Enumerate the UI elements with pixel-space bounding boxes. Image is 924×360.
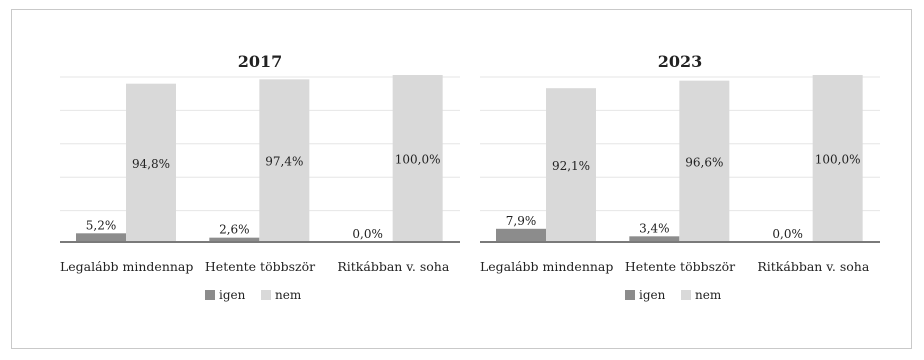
x-tick-label-hetente-t-bbsz-r: Hetente többször bbox=[205, 259, 315, 274]
chart-title: 2017 bbox=[238, 52, 283, 71]
x-tick-label-hetente-t-bbsz-r: Hetente többször bbox=[625, 259, 735, 274]
bar-igen-hetente-t-bbsz-r bbox=[629, 236, 680, 242]
data-label-igen-hetente-t-bbsz-r: 2,6% bbox=[219, 223, 250, 237]
bar-nem-legal-bb-mindennap bbox=[126, 83, 176, 243]
data-label-igen-hetente-t-bbsz-r: 3,4% bbox=[639, 221, 670, 235]
legend-label-igen: igen bbox=[219, 288, 246, 302]
legend-label-nem: nem bbox=[695, 288, 722, 302]
bar-nem-legal-bb-mindennap bbox=[546, 88, 596, 243]
data-label-nem-hetente-t-bbsz-r: 96,6% bbox=[685, 155, 723, 169]
data-label-igen-ritk-bban-v-soha: 0,0% bbox=[772, 227, 803, 241]
legend-swatch-nem bbox=[261, 290, 271, 300]
x-tick-label-legal-bb-mindennap: Legalább mindennap bbox=[60, 259, 193, 274]
legend-swatch-nem bbox=[681, 290, 691, 300]
data-label-nem-legal-bb-mindennap: 92,1% bbox=[552, 159, 590, 173]
data-label-igen-legal-bb-mindennap: 5,2% bbox=[86, 218, 117, 232]
bar-nem-hetente-t-bbsz-r bbox=[259, 79, 310, 242]
data-label-nem-hetente-t-bbsz-r: 97,4% bbox=[265, 155, 303, 169]
legend-swatch-igen bbox=[625, 290, 635, 300]
bar-igen-legal-bb-mindennap bbox=[496, 228, 546, 242]
x-tick-label-ritk-bban-v-soha: Ritkábban v. soha bbox=[337, 259, 449, 274]
chart-title: 2023 bbox=[658, 52, 703, 71]
bar-nem-ritk-bban-v-soha bbox=[392, 75, 443, 242]
bar-igen-legal-bb-mindennap bbox=[76, 233, 126, 242]
data-label-nem-ritk-bban-v-soha: 100,0% bbox=[815, 153, 861, 167]
bar-nem-hetente-t-bbsz-r bbox=[679, 80, 730, 242]
x-tick-label-ritk-bban-v-soha: Ritkábban v. soha bbox=[757, 259, 869, 274]
data-label-nem-legal-bb-mindennap: 94,8% bbox=[132, 157, 170, 171]
legend-label-nem: nem bbox=[275, 288, 302, 302]
chart-2023: 2023 7,9% 92,1% Legalább mindennap 3,4% 96,6%… bbox=[480, 52, 880, 302]
bar-nem-ritk-bban-v-soha bbox=[812, 75, 863, 242]
bar-igen-hetente-t-bbsz-r bbox=[209, 237, 260, 242]
chart-2017: 2017 5,2% 94,8% Legalább mindennap 2,6% 97,4%… bbox=[60, 52, 460, 302]
data-label-igen-ritk-bban-v-soha: 0,0% bbox=[352, 227, 383, 241]
legend-swatch-igen bbox=[205, 290, 215, 300]
data-label-nem-ritk-bban-v-soha: 100,0% bbox=[395, 153, 441, 167]
data-label-igen-legal-bb-mindennap: 7,9% bbox=[506, 214, 537, 228]
x-tick-label-legal-bb-mindennap: Legalább mindennap bbox=[480, 259, 613, 274]
legend-label-igen: igen bbox=[639, 288, 666, 302]
